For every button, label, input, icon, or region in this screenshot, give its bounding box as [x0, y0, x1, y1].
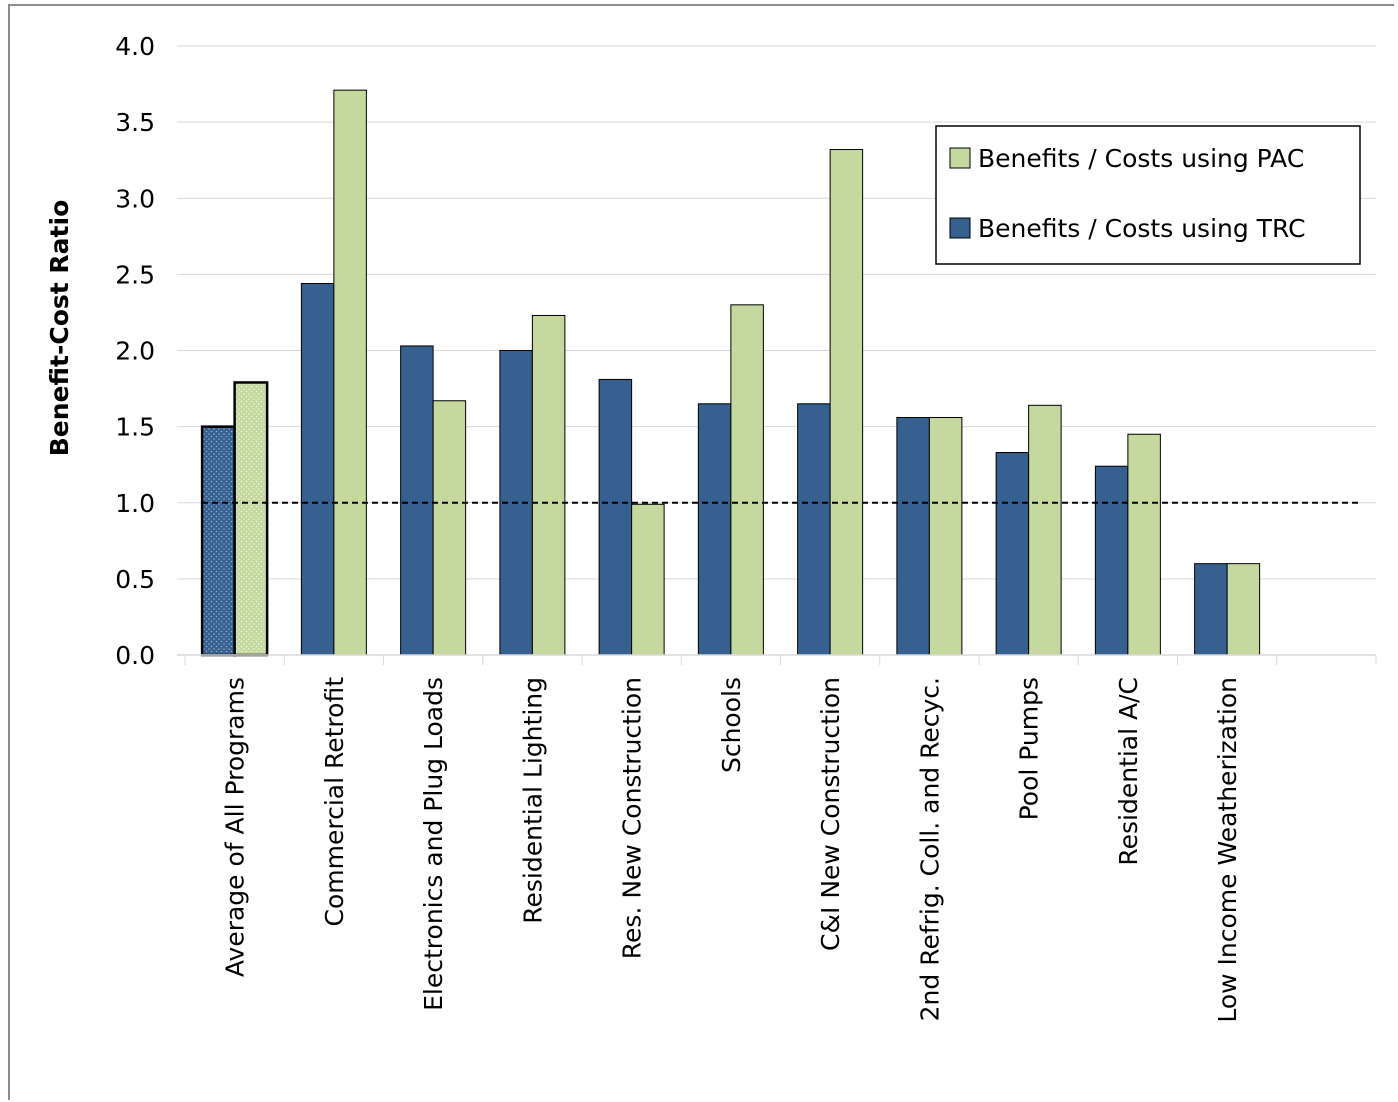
bars [200, 89, 1261, 657]
category-labels: Average of All Programs Commercial Retrof… [221, 677, 1243, 1023]
y-tick-label: 1.5 [115, 413, 155, 442]
bar-trc [300, 283, 335, 656]
y-tick-label: 3.5 [115, 108, 155, 137]
bar-trc [797, 403, 831, 656]
category-label: C&I New Construction [816, 677, 845, 951]
bar-pac [928, 416, 963, 656]
category-label: 2nd Refrig. Coll. and Recyc. [915, 677, 944, 1021]
bar-pac [829, 149, 864, 656]
y-tick-label: 0.0 [115, 641, 155, 670]
legend-label: Benefits / Costs using PAC [978, 144, 1304, 173]
y-tick-label: 1.0 [115, 489, 155, 518]
category-label: Res. New Construction [618, 677, 647, 959]
y-tick-labels: 0.0 0.5 1.0 1.5 2.0 2.5 3.0 3.5 4.0 [115, 32, 155, 670]
bar-pac [730, 304, 764, 656]
chart-frame [8, 4, 1394, 1100]
bar-pac [1226, 563, 1261, 656]
legend-swatch [949, 217, 971, 239]
category-label: Commercial Retrofit [320, 677, 349, 927]
bar-trc [995, 452, 1030, 656]
bar-pac [1028, 404, 1062, 656]
y-tick-label: 3.0 [115, 184, 155, 213]
bar-trc [400, 345, 434, 656]
y-tick-label: 2.5 [115, 260, 155, 289]
category-label: Residential A/C [1114, 677, 1143, 866]
category-label: Pool Pumps [1015, 677, 1044, 820]
legend-box [935, 125, 1361, 265]
bar-pac [531, 314, 566, 656]
bar-pac [1127, 433, 1161, 656]
bar-pac [233, 381, 269, 657]
category-label: Residential Lighting [518, 677, 547, 924]
y-tick-label: 2.0 [115, 337, 155, 366]
axes [177, 654, 1377, 665]
bar-trc [598, 378, 633, 656]
bar-trc [200, 425, 236, 657]
y-tick-label: 4.0 [115, 32, 155, 61]
bar-trc [896, 416, 930, 656]
bar-trc [697, 403, 732, 656]
bar-trc [1094, 465, 1129, 656]
legend: Benefits / Costs using PAC Benefits / Cos… [935, 125, 1361, 265]
legend-label: Benefits / Costs using TRC [978, 214, 1306, 243]
bar-pac [432, 400, 467, 656]
bar-pac [631, 503, 665, 656]
y-axis-label: Benefit-Cost Ratio [45, 200, 74, 457]
bar-pac [333, 89, 367, 656]
bar-trc [1194, 563, 1228, 656]
category-label: Electronics and Plug Loads [419, 677, 448, 1011]
category-label: Low Income Weatherization [1213, 677, 1242, 1023]
legend-swatch [949, 147, 971, 169]
category-label: Schools [717, 677, 746, 773]
category-label: Average of All Programs [221, 677, 250, 977]
y-tick-label: 0.5 [115, 565, 155, 594]
